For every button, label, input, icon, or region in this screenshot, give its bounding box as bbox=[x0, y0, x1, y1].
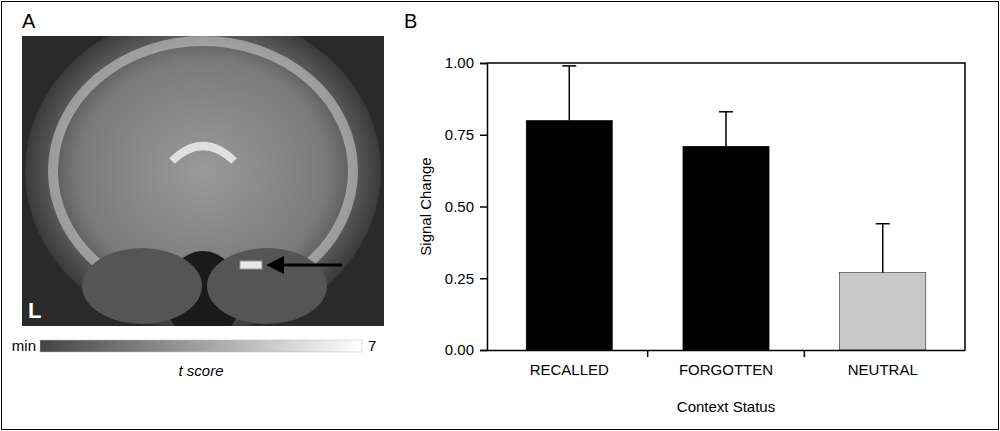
error-cap bbox=[562, 65, 576, 67]
x-tick: FORGOTTEN bbox=[679, 350, 773, 378]
y-tick-label: 0.00 bbox=[445, 341, 474, 358]
x-axis: RECALLED FORGOTTEN NEUTRAL bbox=[488, 350, 966, 378]
brain-image bbox=[22, 36, 384, 326]
panel-letter: B bbox=[404, 10, 417, 32]
error-bar bbox=[562, 66, 576, 121]
x-axis-line bbox=[488, 350, 966, 352]
x-tick: RECALLED bbox=[530, 350, 609, 378]
panel-b: B 0.00 0.25 0.50 0.75 1.00 RECALLED FORGOTTEN NE… bbox=[404, 10, 966, 415]
x-axis-title: Context Status bbox=[677, 398, 775, 415]
arrow-shaft bbox=[280, 264, 342, 267]
category-separator bbox=[804, 350, 806, 357]
y-tick: 0.50 bbox=[445, 198, 487, 215]
figure: A Lmin 7 t score B 0.00 0.25 0.50 0.75 1.00 RECALL… bbox=[0, 0, 1000, 431]
y-tick-mark bbox=[480, 350, 487, 352]
error-line bbox=[882, 224, 884, 273]
y-tick: 0.00 bbox=[445, 341, 487, 358]
bar bbox=[840, 273, 926, 350]
cerebellum bbox=[82, 248, 202, 324]
x-tick-label: NEUTRAL bbox=[848, 361, 918, 378]
arrow-head bbox=[266, 256, 284, 274]
x-tick-label: FORGOTTEN bbox=[679, 361, 773, 378]
panel-a: A Lmin 7 t score bbox=[12, 10, 384, 379]
panel-letter: A bbox=[22, 10, 36, 32]
plot-marks bbox=[526, 66, 926, 350]
bar bbox=[526, 120, 612, 350]
y-tick: 0.25 bbox=[445, 270, 487, 287]
error-line bbox=[569, 66, 571, 121]
error-bar bbox=[876, 224, 890, 273]
plot-frame bbox=[487, 63, 965, 350]
colorbar-title: t score bbox=[178, 362, 223, 379]
y-tick-mark bbox=[480, 278, 487, 280]
colorbar-min-label: min bbox=[12, 337, 36, 354]
colorbar bbox=[40, 340, 362, 352]
y-axis: 0.00 0.25 0.50 0.75 1.00 bbox=[445, 54, 488, 358]
y-tick-label: 1.00 bbox=[445, 54, 474, 71]
y-tick-mark bbox=[480, 135, 487, 137]
category-separator bbox=[647, 350, 649, 357]
ventricles bbox=[172, 146, 234, 161]
y-tick-mark bbox=[480, 206, 487, 208]
x-tick-label: RECALLED bbox=[530, 361, 609, 378]
activation bbox=[240, 261, 262, 269]
y-axis-line bbox=[480, 64, 488, 351]
colorbar-max-label: 7 bbox=[368, 337, 376, 354]
y-tick-mark bbox=[480, 63, 487, 65]
y-axis-title: Signal Change bbox=[417, 157, 434, 255]
error-bar bbox=[719, 112, 733, 146]
bar bbox=[683, 146, 769, 350]
error-cap bbox=[876, 223, 890, 225]
y-tick-label: 0.50 bbox=[445, 198, 474, 215]
y-tick: 1.00 bbox=[445, 54, 487, 71]
x-tick: NEUTRAL bbox=[848, 350, 918, 378]
orientation-label: L bbox=[28, 298, 41, 323]
y-tick-label: 0.25 bbox=[445, 270, 474, 287]
y-tick-label: 0.75 bbox=[445, 126, 474, 143]
cerebellum bbox=[207, 248, 327, 324]
y-tick: 0.75 bbox=[445, 126, 487, 143]
figure-frame bbox=[2, 2, 999, 430]
error-cap bbox=[719, 111, 733, 113]
error-line bbox=[725, 112, 727, 146]
